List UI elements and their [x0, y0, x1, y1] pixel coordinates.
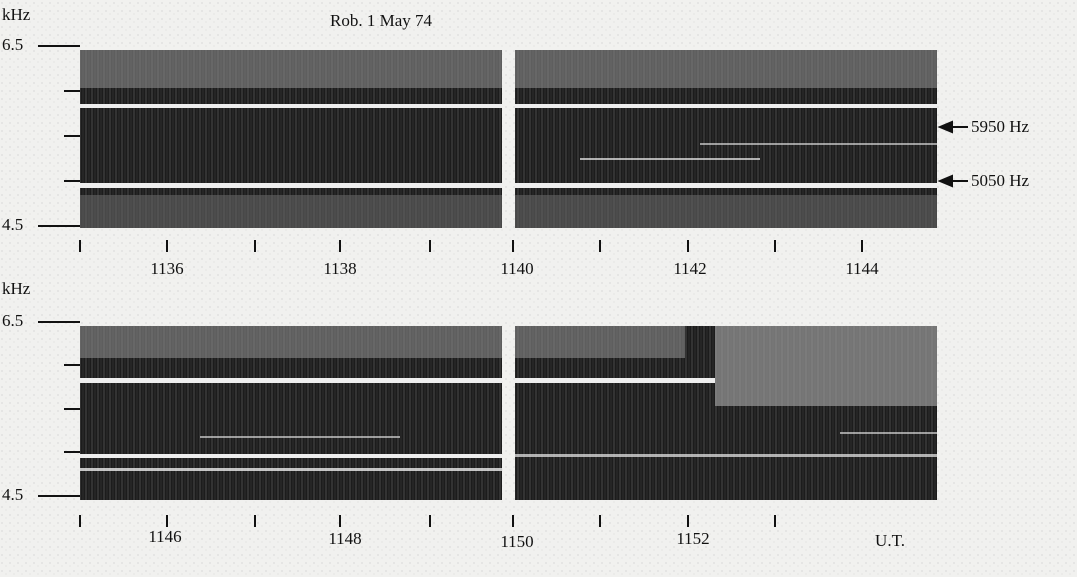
annotation: 5050 Hz	[971, 171, 1030, 190]
panel-2: kHz 6.5 4.5 1146 1148 1150	[2, 279, 937, 551]
spectral-bands	[80, 326, 937, 471]
y-label: 4.5	[2, 485, 23, 504]
x-label: 1144	[845, 259, 879, 278]
spectral-bands	[80, 50, 937, 228]
x-label: 1142	[673, 259, 706, 278]
time-unit: U.T.	[875, 531, 905, 550]
figure-title: Rob. 1 May 74	[330, 11, 433, 30]
x-label: 1148	[328, 529, 361, 548]
x-label: 1150	[500, 532, 533, 551]
x-label: 1136	[150, 259, 183, 278]
y-label: 6.5	[2, 35, 23, 54]
annotation-arrows	[937, 120, 968, 188]
y-ticks	[38, 45, 80, 227]
x-label: 1152	[676, 529, 709, 548]
y-ticks	[38, 321, 80, 497]
x-ticks	[79, 515, 776, 527]
x-label: 1146	[148, 527, 181, 546]
x-label: 1138	[323, 259, 356, 278]
y-unit: kHz	[2, 5, 31, 24]
x-label: 1140	[500, 259, 533, 278]
annotation: 5950 Hz	[971, 117, 1030, 136]
y-label: 4.5	[2, 215, 23, 234]
panel-1: kHz 6.5 4.5 1136 1138	[2, 5, 1030, 278]
y-label: 6.5	[2, 311, 23, 330]
y-unit: kHz	[2, 279, 31, 298]
x-ticks	[79, 240, 863, 252]
